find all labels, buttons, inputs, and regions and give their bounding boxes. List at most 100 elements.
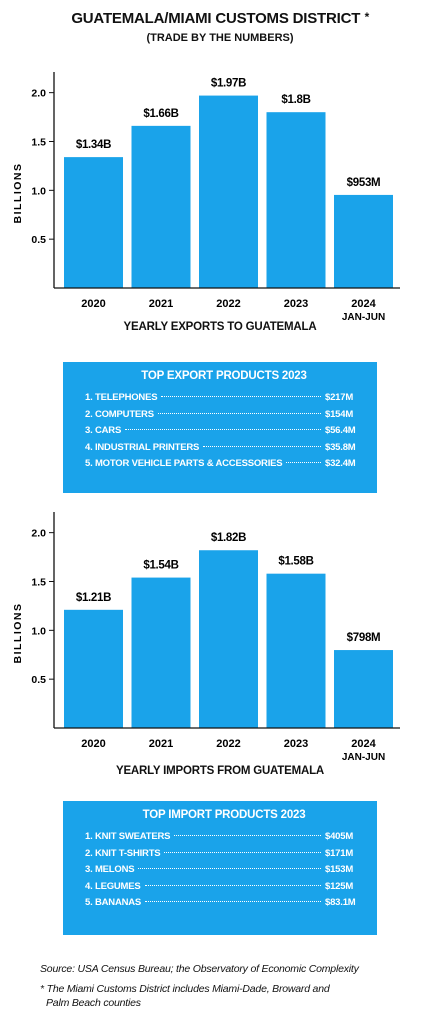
data-label-2021: $1.54B (143, 560, 178, 572)
imports-bar-chart: BILLIONS 0.5 1.0 1.5 2.0 $1.21B 2020 $1.54B 2021… (12, 512, 400, 763)
exports-chart-xlabel: YEARLY EXPORTS TO GUATEMALA (123, 321, 317, 333)
imports-chart-xlabel: YEARLY IMPORTS FROM GUATEMALA (115, 765, 325, 777)
data-label-2023: $1.58B (278, 556, 313, 568)
dot-leader (157, 412, 321, 414)
y-axis-label: BILLIONS (12, 603, 24, 664)
product-value: $153M (325, 864, 354, 875)
product-name: 5. BANANAS (85, 897, 142, 908)
product-name: 2. KNIT T-SHIRTS (85, 847, 161, 859)
y-tick-label: 2.0 (31, 528, 46, 540)
top-export-products-panel: TOP EXPORT PRODUCTS 2023 1. TELEPHONES $2… (63, 362, 377, 493)
product-name: 1. TELEPHONES (85, 392, 158, 403)
title-text: GUATEMALA/MIAMI CUSTOMS DISTRICT (71, 10, 361, 27)
x-tick-label-2024: 2024 (351, 738, 376, 750)
footnote: * The Miami Customs District includes Mi… (40, 982, 420, 1010)
data-label-2021: $1.66B (143, 108, 178, 120)
y-tick-label: 1.0 (31, 185, 46, 197)
footnote-line-1: * The Miami Customs District includes Mi… (40, 983, 330, 995)
export-products-list: 1. TELEPHONES $217M 2. COMPUTERS $154M 3. CA… (85, 392, 363, 475)
y-tick-label: 1.0 (31, 625, 46, 637)
product-row: 4. LEGUMES $125M (85, 881, 363, 898)
y-tick-label: 2.0 (31, 88, 46, 100)
product-row: 5. BANANAS $83.1M (85, 897, 363, 914)
title-asterisk: * (364, 10, 369, 24)
data-label-2022: $1.82B (211, 532, 246, 544)
y-tick-label: 0.5 (31, 234, 46, 246)
bar-2022 (199, 550, 258, 728)
bar-2021 (131, 125, 191, 288)
data-label-2023: $1.8B (281, 94, 310, 106)
exports-bar-chart: BILLIONS 0.5 1.0 1.5 2.0 $1.34B 2020 $1.66B 2021… (12, 72, 400, 323)
dot-leader (145, 901, 321, 902)
x-tick-sublabel: JAN-JUN (342, 752, 385, 763)
y-tick-label: 1.5 (31, 136, 46, 148)
bar-2024 (334, 650, 393, 728)
product-row: 4. INDUSTRIAL PRINTERS $35.8M (85, 442, 363, 459)
page-subtitle: (TRADE BY THE NUMBERS) (146, 32, 294, 44)
product-value: $35.8M (325, 441, 356, 453)
bar-2020 (64, 157, 123, 288)
dot-leader (161, 396, 321, 397)
product-name: 4. INDUSTRIAL PRINTERS (85, 441, 200, 453)
product-name: 1. KNIT SWEATERS (85, 831, 171, 842)
product-name: 5. MOTOR VEHICLE PARTS & ACCESSORIES (85, 458, 283, 469)
product-row: 3. CARS $56.4M (85, 425, 363, 442)
data-label-2024: $953M (347, 177, 381, 189)
x-tick-label-2023: 2023 (284, 738, 308, 750)
bar-2020 (64, 609, 123, 728)
product-row: 5. MOTOR VEHICLE PARTS & ACCESSORIES $32.… (85, 458, 363, 475)
y-axis-label: BILLIONS (12, 163, 24, 224)
product-value: $405M (325, 831, 354, 842)
x-tick-sublabel: JAN-JUN (342, 312, 385, 323)
product-value: $56.4M (325, 425, 356, 436)
export-products-title: TOP EXPORT PRODUCTS 2023 (141, 370, 307, 382)
x-tick-label-2021: 2021 (149, 738, 173, 750)
bar-2024 (334, 194, 393, 288)
bar-2021 (131, 577, 191, 728)
data-label-2022: $1.97B (211, 78, 246, 90)
product-row: 1. KNIT SWEATERS $405M (85, 831, 363, 848)
x-tick-label-2020: 2020 (81, 298, 105, 310)
data-label-2020: $1.21B (76, 592, 111, 604)
dot-leader (144, 884, 321, 886)
product-name: 3. MELONS (85, 864, 135, 875)
product-row: 1. TELEPHONES $217M (85, 392, 363, 409)
y-tick-label: 0.5 (31, 674, 46, 686)
dot-leader (286, 462, 321, 463)
bar-2023 (266, 112, 326, 288)
source-note: Source: USA Census Bureau; the Observato… (40, 963, 359, 975)
product-row: 2. COMPUTERS $154M (85, 409, 363, 426)
data-label-2024: $798M (347, 632, 381, 644)
dot-leader (138, 868, 321, 869)
import-products-list: 1. KNIT SWEATERS $405M 2. KNIT T-SHIRTS $17… (85, 831, 363, 914)
product-value: $154M (325, 408, 354, 420)
product-name: 3. CARS (85, 425, 122, 436)
dot-leader (174, 835, 321, 836)
product-name: 4. LEGUMES (85, 880, 141, 892)
product-value: $83.1M (325, 897, 356, 908)
product-value: $217M (325, 392, 354, 403)
product-value: $171M (325, 847, 354, 859)
product-name: 2. COMPUTERS (85, 408, 154, 420)
x-tick-label-2023: 2023 (284, 298, 308, 310)
y-tick-label: 1.5 (31, 576, 46, 588)
dot-leader (203, 445, 321, 447)
footnote-line-2: Palm Beach counties (46, 997, 141, 1009)
page-title: GUATEMALA/MIAMI CUSTOMS DISTRICT * (0, 10, 440, 27)
x-tick-label-2024: 2024 (351, 298, 376, 310)
bar-2023 (266, 573, 326, 728)
product-row: 2. KNIT T-SHIRTS $171M (85, 848, 363, 865)
import-products-title: TOP IMPORT PRODUCTS 2023 (142, 809, 306, 821)
product-value: $125M (325, 880, 354, 892)
top-import-products-panel: TOP IMPORT PRODUCTS 2023 1. KNIT SWEATER… (63, 801, 377, 935)
product-row: 3. MELONS $153M (85, 864, 363, 881)
x-tick-label-2021: 2021 (149, 298, 173, 310)
bar-2022 (199, 95, 258, 288)
x-tick-label-2020: 2020 (81, 738, 105, 750)
x-tick-label-2022: 2022 (216, 738, 240, 750)
x-tick-label-2022: 2022 (216, 298, 240, 310)
dot-leader (164, 851, 321, 853)
product-value: $32.4M (325, 458, 356, 469)
dot-leader (125, 429, 321, 430)
data-label-2020: $1.34B (76, 139, 111, 151)
